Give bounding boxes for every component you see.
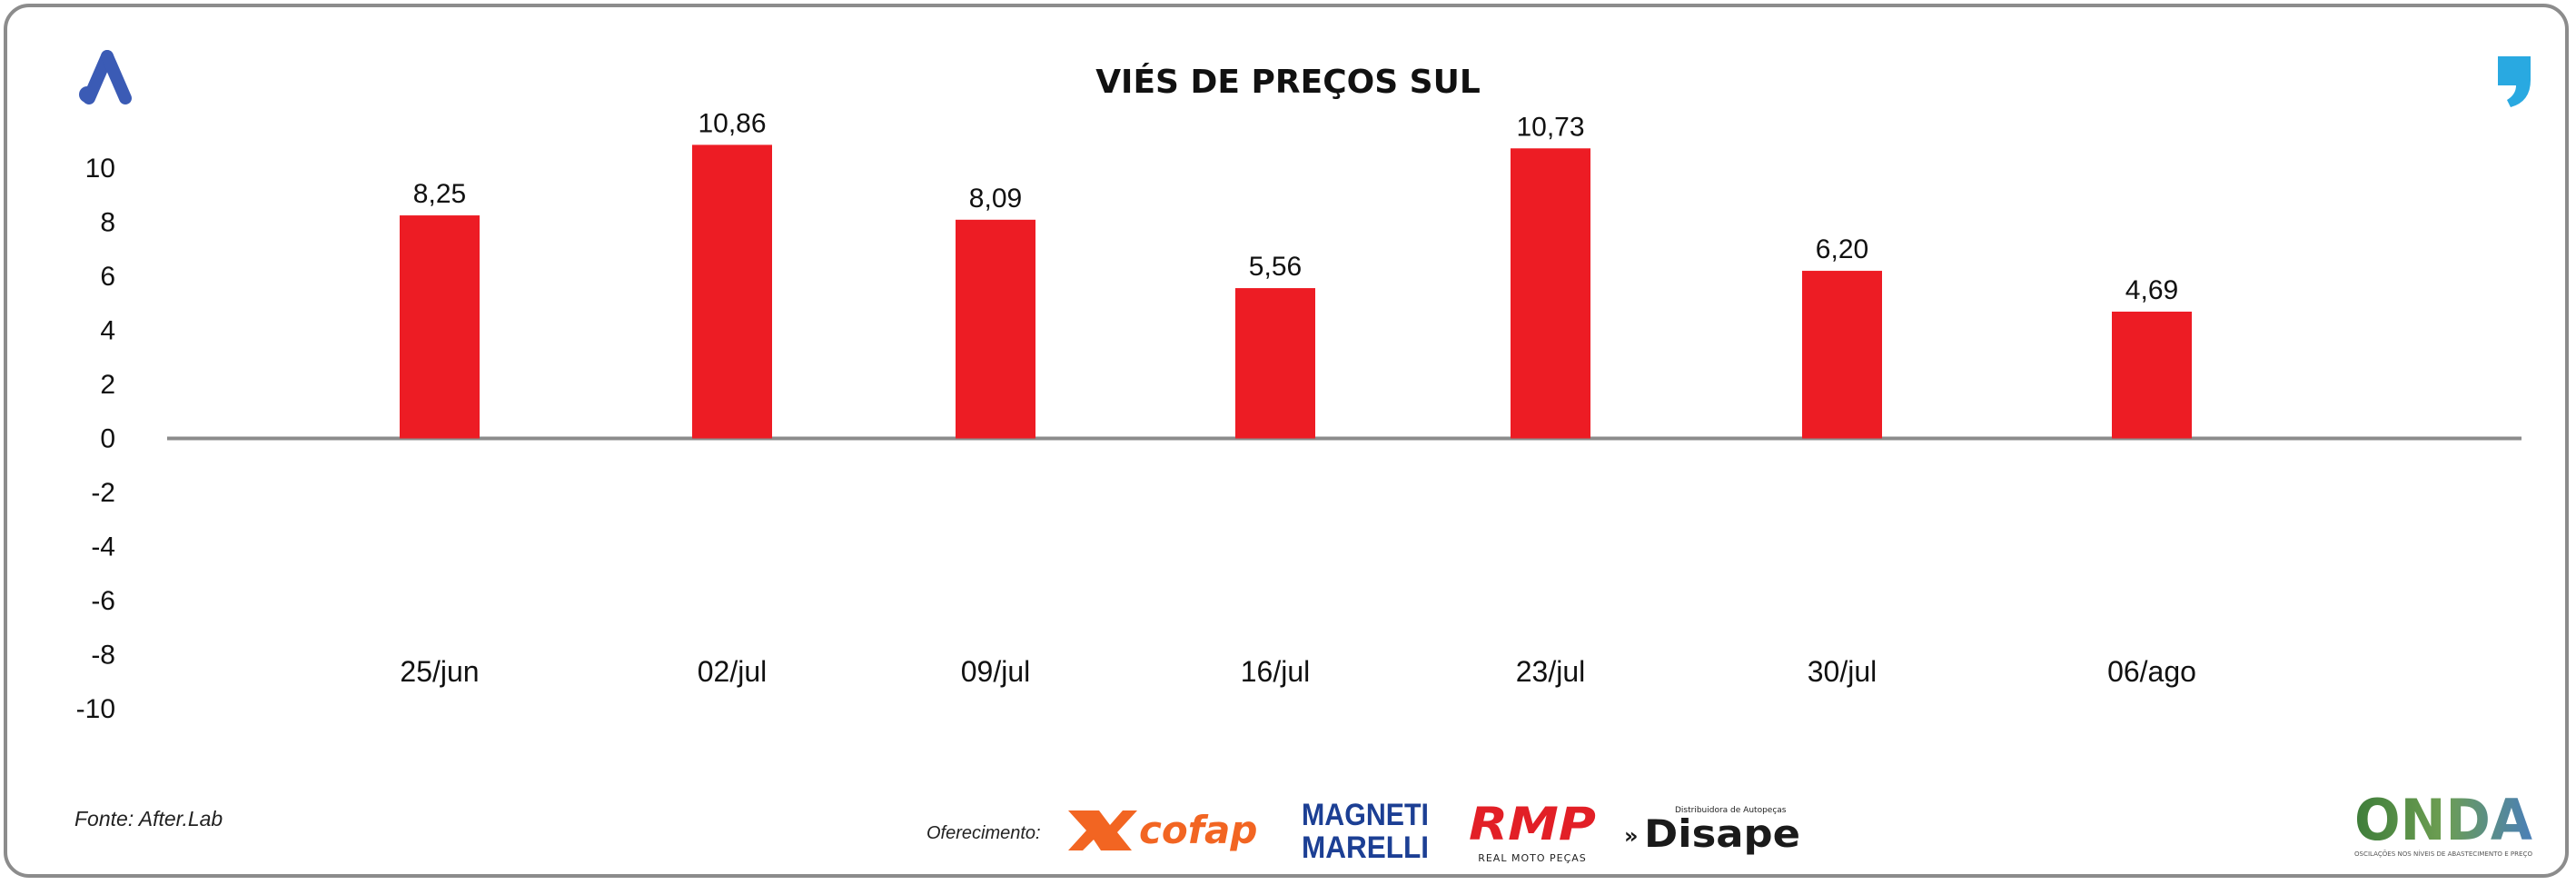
sponsor-label: Oferecimento: [926,823,1041,843]
onda-text: ONDA [2354,789,2532,853]
svg-text:MARELLI: MARELLI [1302,830,1429,865]
quote-mark-icon [2498,56,2531,107]
x-tick-label: 02/jul [698,655,768,688]
rmp-tagline: REAL MOTO PEÇAS [1478,852,1587,864]
y-axis-ticks: 10 8 6 4 2 0 -2 -4 -6 -8 -10 [76,154,115,724]
disape-logo: Distribuidora de Autopeças » Disape [1624,806,1800,856]
data-label: 6,20 [1816,234,1868,264]
y-tick-label: -4 [91,532,115,562]
bar [2112,311,2192,439]
y-tick-label: -6 [91,586,115,616]
bar [1511,148,1590,439]
svg-text:MAGNETI: MAGNETI [1302,798,1429,832]
data-labels: 8,25 10,86 8,09 5,56 10,73 6,20 4,69 [413,108,2178,305]
bar [1802,271,1882,439]
x-axis-ticks: 25/jun 02/jul 09/jul 16/jul 23/jul 30/jul 06/a… [400,655,2196,688]
data-label: 5,56 [1249,252,1302,282]
y-tick-label: 2 [100,370,115,400]
data-label: 4,69 [2125,275,2178,305]
chart-frame [4,4,2569,878]
y-tick-label: -10 [76,694,115,724]
svg-text:RMP: RMP [1469,798,1596,850]
y-tick-label: 10 [85,154,115,184]
x-tick-label: 25/jun [400,655,479,688]
x-tick-label: 30/jul [1808,655,1878,688]
y-tick-label: 6 [100,262,115,292]
onda-logo: ONDA OSCILAÇÕES NOS NÍVEIS DE ABASTECIME… [2354,789,2532,858]
magneti-marelli-logo: MAGNETI MARELLI [1302,798,1429,865]
bar-series [400,144,2192,439]
cofap-text: cofap [1139,808,1257,852]
bar [956,219,1035,439]
data-label: 8,25 [413,179,466,209]
after-lab-logo-icon [79,50,132,104]
disape-tagline: Distribuidora de Autopeças [1675,806,1787,815]
bar [692,144,772,439]
cofap-logo: cofap [1068,808,1257,852]
x-tick-label: 23/jul [1516,655,1586,688]
y-tick-label: 0 [100,424,115,454]
y-tick-label: -8 [91,641,115,671]
x-tick-label: 16/jul [1241,655,1311,688]
y-tick-label: 8 [100,208,115,238]
y-tick-label: 4 [100,316,115,346]
bar [400,215,480,439]
chart-title: VIÉS DE PREÇOS SUL [1095,64,1481,101]
bar [1235,288,1315,439]
disape-text: Disape [1644,811,1800,856]
data-label: 8,09 [969,184,1022,214]
svg-text:»: » [1624,823,1639,849]
onda-tagline: OSCILAÇÕES NOS NÍVEIS DE ABASTECIMENTO E… [2354,850,2532,858]
data-label: 10,73 [1516,112,1584,142]
data-label: 10,86 [698,108,766,138]
x-tick-label: 09/jul [961,655,1031,688]
y-tick-label: -2 [91,478,115,508]
source-note: Fonte: After.Lab [74,807,223,830]
x-tick-label: 06/ago [2107,655,2196,688]
rmp-logo: RMP REAL MOTO PEÇAS [1469,798,1596,864]
